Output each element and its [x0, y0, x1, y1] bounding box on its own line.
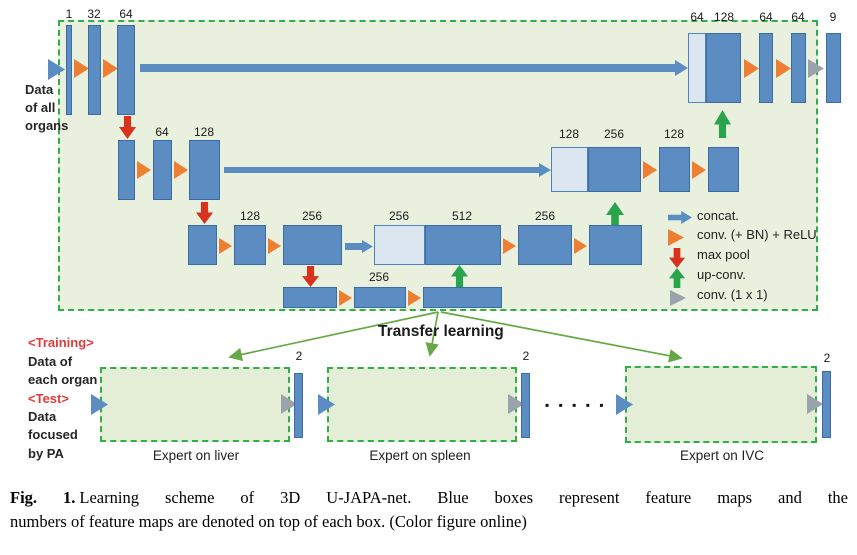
- feature-count-label: 128: [239, 209, 261, 223]
- test-data-label: focused: [28, 427, 78, 442]
- feature-count-label: 1: [65, 7, 73, 21]
- feature-map-bar: [518, 225, 572, 265]
- feature-count-label: 128: [663, 127, 685, 141]
- feature-map-bar: [117, 25, 135, 115]
- concat-feature-map: [374, 225, 425, 265]
- feature-count-label: 128: [713, 10, 735, 24]
- transfer-learning-title: Transfer learning: [378, 323, 504, 340]
- training-tag: <Training>: [28, 335, 94, 350]
- feature-map-bar: [588, 147, 641, 192]
- feature-map-bar: [283, 287, 337, 308]
- feature-map-bar: [791, 33, 806, 103]
- figure-caption: Fig. 1. Learning scheme of 3D U-JAPA-net.…: [10, 486, 848, 534]
- feature-map-bar: [66, 25, 72, 115]
- feature-count-label: 128: [558, 127, 580, 141]
- feature-map-bar: [153, 140, 172, 200]
- output-map-bar: [294, 373, 303, 438]
- input-data-label-line: organs: [25, 118, 69, 133]
- legend-label: conv. (+ BN) + ReLU: [697, 227, 817, 242]
- feature-map-bar: [759, 33, 773, 103]
- expert-caption: Expert on IVC: [679, 448, 765, 463]
- feature-map-bar: [189, 140, 220, 200]
- legend-label: max pool: [697, 247, 750, 262]
- legend-label: up-conv.: [697, 267, 746, 282]
- feature-map-bar: [118, 140, 135, 200]
- legend-label: concat.: [697, 208, 739, 223]
- training-data-label: Data of: [28, 354, 73, 369]
- feature-count-label: 2: [823, 351, 831, 365]
- feature-count-label: 256: [388, 209, 410, 223]
- expert-net-ivc: [625, 366, 817, 443]
- feature-map-bar: [425, 225, 501, 265]
- feature-map-bar: [706, 33, 741, 103]
- input-data-label-line: Data: [25, 82, 54, 97]
- expert-caption: Expert on liver: [152, 448, 240, 463]
- feature-map-bar: [354, 287, 406, 308]
- output-map-bar: [521, 373, 530, 438]
- output-map-bar: [822, 371, 831, 438]
- feature-map-bar: [283, 225, 342, 265]
- concat-feature-map: [551, 147, 588, 192]
- feature-count-label: 32: [87, 7, 101, 21]
- feature-map-bar: [88, 25, 101, 115]
- input-data-label-line: of all: [25, 100, 56, 115]
- caption-line-1: Fig. 1. Learning scheme of 3D U-JAPA-net.…: [10, 486, 848, 510]
- feature-count-label: 64: [791, 10, 805, 24]
- caption-line-2: numbers of feature maps are denoted on t…: [10, 512, 527, 531]
- feature-map-bar: [188, 225, 217, 265]
- feature-count-label: 256: [603, 127, 625, 141]
- test-data-label: Data: [28, 409, 57, 424]
- skip-connection-arrow: [140, 60, 688, 76]
- feature-count-label: 9: [829, 10, 837, 24]
- feature-count-label: 512: [451, 209, 473, 223]
- more-experts-ellipsis: ▪ ▪ ▪ ▪ ▪: [545, 398, 607, 412]
- feature-map-bar: [234, 225, 266, 265]
- output-map-bar: [826, 33, 841, 103]
- training-data-label: each organ: [28, 372, 98, 387]
- expert-net-liver: [100, 367, 290, 442]
- legend-label: conv. (1 x 1): [697, 287, 768, 302]
- feature-count-label: 64: [155, 125, 169, 139]
- feature-count-label: 64: [690, 10, 704, 24]
- expert-net-spleen: [327, 367, 517, 442]
- feature-map-bar: [708, 147, 739, 192]
- feature-count-label: 256: [368, 270, 390, 284]
- feature-count-label: 2: [295, 349, 303, 363]
- feature-count-label: 256: [301, 209, 323, 223]
- feature-count-label: 64: [759, 10, 773, 24]
- feature-map-bar: [589, 225, 642, 265]
- test-data-label: by PA: [28, 446, 64, 461]
- feature-count-label: 256: [534, 209, 556, 223]
- feature-count-label: 2: [522, 349, 530, 363]
- feature-count-label: 128: [193, 125, 215, 139]
- feature-count-label: 64: [119, 7, 133, 21]
- expert-caption: Expert on spleen: [369, 448, 471, 463]
- feature-map-bar: [659, 147, 690, 192]
- caption-text: Learning scheme of 3D U-JAPA-net. Blue b…: [79, 488, 848, 507]
- caption-fig-tag: Fig. 1.: [10, 488, 76, 507]
- test-tag: <Test>: [28, 391, 69, 406]
- skip-connection-arrow: [345, 240, 373, 253]
- feature-map-bar: [423, 287, 502, 308]
- concat-feature-map: [688, 33, 706, 103]
